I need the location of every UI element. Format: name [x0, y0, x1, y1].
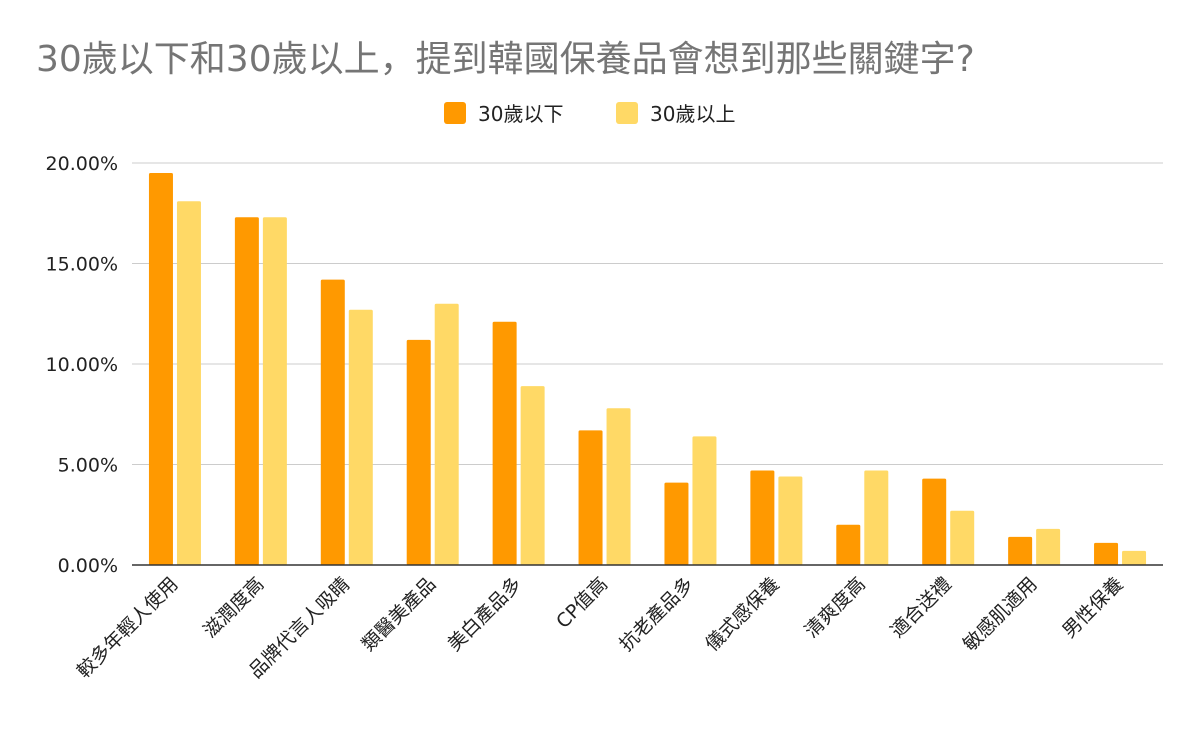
y-tick-label: 20.00%: [46, 153, 118, 175]
x-tick-label: 男性保養: [1058, 573, 1127, 642]
bar: [778, 476, 803, 565]
legend-item-series-1: 30歲以下: [444, 98, 563, 127]
bar: [234, 217, 259, 565]
x-tick-label: 類醫美產品: [358, 573, 441, 656]
bar: [348, 309, 373, 565]
x-tick-label: 抗老產品多: [615, 573, 698, 656]
bar: [606, 408, 631, 565]
chart-title: 30歲以下和30歲以上，提到韓國保養品會想到那些關鍵字?: [36, 39, 975, 80]
bar: [1008, 536, 1033, 565]
bar: [750, 470, 775, 565]
bar: [950, 510, 975, 565]
bar: [148, 173, 173, 566]
legend-swatch-series-2: [616, 101, 638, 124]
x-tick-label: CP值高: [552, 573, 612, 633]
x-tick-label: 敏感肌適用: [959, 573, 1042, 656]
bar: [1036, 528, 1061, 565]
legend-swatch-series-1: [444, 101, 466, 124]
x-tick-label: 滋潤度高: [199, 573, 268, 642]
bar: [492, 321, 517, 565]
bar: [864, 470, 889, 565]
bar: [692, 436, 717, 565]
bar: [578, 430, 603, 565]
bar: [434, 303, 459, 565]
bar: [664, 482, 689, 565]
x-tick-label: 較多年輕人使用: [73, 573, 183, 683]
y-tick-label: 15.00%: [46, 254, 118, 276]
bar: [406, 339, 431, 565]
bar: [1122, 550, 1147, 565]
legend: 30歲以下 30歲以上: [0, 98, 1200, 128]
x-tick-label: 儀式感保養: [701, 573, 784, 656]
legend-item-series-2: 30歲以上: [616, 98, 735, 127]
bar: [922, 478, 947, 565]
bar: [520, 386, 545, 565]
y-tick-label: 10.00%: [46, 354, 118, 376]
bar: [320, 279, 345, 565]
x-tick-label: 清爽度高: [801, 573, 870, 642]
bar: [262, 217, 287, 565]
legend-label-series-1: 30歲以下: [478, 102, 564, 126]
legend-label-series-2: 30歲以上: [650, 102, 736, 126]
y-tick-label: 5.00%: [58, 455, 118, 477]
bar: [1094, 542, 1119, 565]
bar: [836, 524, 861, 565]
x-tick-label: 美白產品多: [443, 573, 526, 656]
bar: [176, 201, 201, 565]
x-tick-label: 適合送禮: [886, 573, 955, 642]
y-tick-label: 0.00%: [58, 555, 118, 577]
